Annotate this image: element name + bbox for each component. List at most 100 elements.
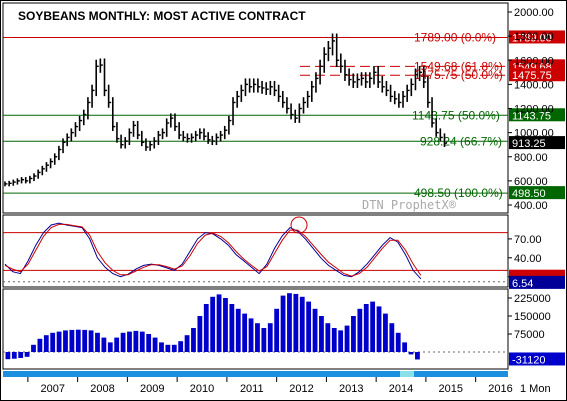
x-tick-label: 2010 — [190, 383, 214, 395]
histogram-bar — [120, 332, 126, 352]
bottom-strip-highlight — [400, 371, 414, 377]
x-tick-label: 2015 — [439, 383, 463, 395]
histogram-bar — [389, 323, 395, 352]
price-tick-label: 1000.00 — [514, 128, 554, 140]
x-tick-label: 2016 — [488, 383, 512, 395]
level-axis-box — [509, 108, 565, 122]
histogram-bar — [267, 323, 273, 352]
histogram-bar — [383, 313, 388, 352]
histogram-bar — [331, 328, 337, 352]
stochastic-k-box — [509, 275, 565, 289]
x-tick-label: 2013 — [339, 383, 363, 395]
stochastic-peak-circle — [290, 216, 308, 234]
histogram-bar — [216, 294, 222, 352]
x-tick-label: 2008 — [90, 383, 114, 395]
histogram-bar — [415, 352, 420, 360]
histogram-bar — [43, 335, 49, 352]
level-axis-label: 1143.75 — [512, 110, 551, 122]
histogram-bar — [31, 344, 36, 352]
last-price-label: 913.25 — [512, 138, 546, 150]
histogram-bar — [351, 316, 356, 352]
chart-title: SOYBEANS MONTHLY: MOST ACTIVE CONTRACT — [18, 9, 306, 23]
stochastic-last-value: 6.54 — [512, 278, 533, 290]
histogram-bar — [178, 341, 184, 352]
price-tick-label: 1800.00 — [514, 31, 554, 43]
histogram-bar — [18, 352, 24, 358]
watermark: DTN ProphetX® — [362, 198, 457, 212]
price-tick-label: 1600.00 — [514, 55, 554, 67]
histogram-bar — [261, 328, 267, 352]
histogram-last-value: -31120 — [512, 354, 545, 366]
histogram-bar — [197, 316, 203, 352]
histogram-bar — [344, 325, 350, 352]
histogram-bar — [50, 332, 56, 352]
histogram-bar — [319, 316, 324, 352]
histogram-bar — [152, 337, 158, 352]
level-axis-label: 1475.75 — [512, 70, 552, 82]
histogram-bar — [171, 344, 177, 352]
stochastic-line — [4, 223, 422, 277]
histogram-bar — [127, 331, 132, 352]
histogram-bar — [210, 296, 216, 352]
histogram-bar — [402, 342, 408, 352]
histogram-bar — [5, 352, 11, 360]
histogram-bar — [191, 328, 196, 352]
histogram-bar — [165, 344, 171, 352]
histogram-bar — [395, 332, 401, 352]
x-tick-label: 2009 — [140, 383, 164, 395]
histogram-bar — [223, 298, 228, 352]
stochastic-pane — [2, 214, 509, 288]
histogram-bar — [75, 329, 81, 352]
histogram-bar — [37, 338, 43, 352]
stochastic — [3, 216, 508, 283]
histogram-bar — [24, 352, 30, 357]
histogram-bar — [107, 342, 113, 352]
level-label: 928.24 (66.7%) — [420, 134, 502, 148]
histogram-bar — [56, 331, 62, 352]
histogram-bar — [363, 304, 369, 352]
histogram-bar — [287, 293, 292, 352]
price-tick-label: 2000.00 — [514, 7, 554, 19]
level-axis-box — [509, 186, 565, 200]
histogram-tick-label: 225000 — [514, 293, 551, 305]
last-price-box — [509, 136, 565, 150]
histogram-tick-label: 150000 — [514, 311, 551, 323]
histogram-bar — [255, 323, 260, 352]
histogram-bar — [280, 295, 286, 352]
x-tick-label: 2012 — [289, 383, 313, 395]
stochastic-line — [4, 222, 422, 280]
histogram-bar — [101, 337, 107, 352]
histogram-bar — [11, 352, 17, 359]
bottom-strip — [3, 371, 508, 377]
level-label: 1143.75 (50.0%) — [412, 108, 500, 122]
histogram-bar — [370, 301, 376, 352]
histogram-bar — [146, 334, 152, 352]
x-tick-label: 2011 — [240, 383, 264, 395]
histogram-bar — [203, 304, 209, 352]
histogram-bar — [69, 329, 75, 352]
histogram-bar — [325, 323, 331, 352]
price-tick-label: 1200.00 — [514, 104, 554, 116]
histogram-bar — [248, 318, 254, 352]
level-label: 1475.75 (50.0%) — [414, 68, 503, 82]
histogram-bar — [242, 313, 248, 352]
x-axis: 2007 2008 2009 2010 2011 2012 2013 2014 2015 2016 — [27, 377, 513, 395]
histogram-bar — [235, 308, 241, 352]
price-tick-label: 1400.00 — [514, 79, 554, 91]
price-axis: 2000.00 1800.00 1600.00 1400.00 1200.00 1000.… — [508, 7, 554, 212]
level-label: 1549.68 (61.8%) — [414, 59, 503, 73]
timeframe-label: 1 Mon — [520, 383, 551, 395]
histogram-bar — [95, 332, 100, 352]
histogram-bar — [299, 296, 305, 352]
histogram-bar — [82, 329, 88, 352]
histogram-axis: 225000 150000 75000 -31120 — [508, 293, 565, 366]
price-bars — [4, 33, 447, 187]
histogram-bar — [88, 330, 94, 352]
level-axis-label: 498.50 — [512, 188, 546, 200]
level-label: 1789.00 (0.0%) — [414, 30, 496, 44]
x-tick-label: 2014 — [389, 383, 413, 395]
stochastic-tick-label: 70.00 — [514, 234, 542, 246]
histogram-bar — [408, 352, 414, 355]
level-axis-box — [509, 30, 565, 44]
